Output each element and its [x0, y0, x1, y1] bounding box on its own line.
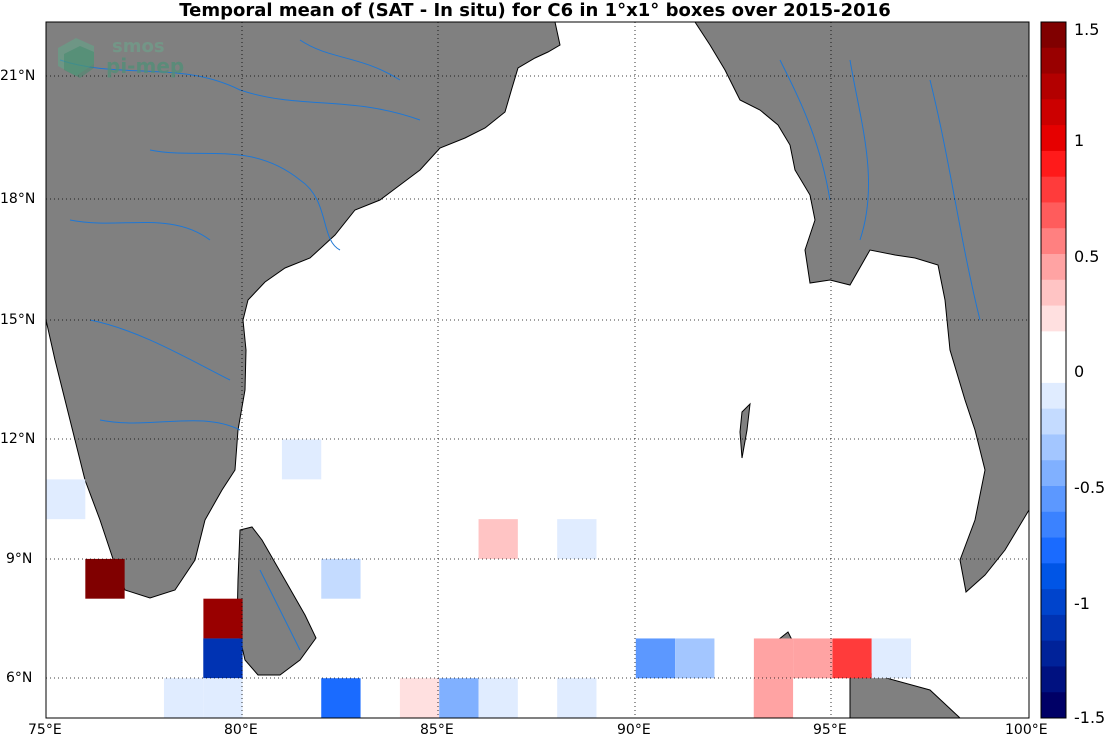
- colorbar-segment: [1041, 666, 1066, 693]
- colorbar-segment: [1041, 563, 1066, 590]
- grid-cell: [753, 678, 794, 718]
- land-india: [45, 21, 561, 599]
- map-frame: [45, 21, 1030, 719]
- colorbar-frame: [1040, 21, 1067, 719]
- smos-pimep-logo: smos pi-mep: [54, 34, 204, 86]
- grid-cell: [439, 519, 479, 559]
- grid-cell: [281, 399, 322, 440]
- colorbar-segment: [1041, 202, 1066, 229]
- grid-cell: [399, 678, 440, 718]
- land-myanmar: [694, 21, 1030, 593]
- grid-cell: [281, 678, 322, 718]
- grid-cell: [478, 678, 518, 718]
- grid-cell: [557, 638, 597, 679]
- colorbar-tick-0: 0: [1074, 362, 1085, 381]
- grid-cell: [399, 439, 440, 480]
- colorbar-segment: [1041, 434, 1066, 461]
- colorbar-segment: [1041, 73, 1066, 100]
- grid-cell: [321, 399, 361, 440]
- logo-text-pimep: pi-mep: [106, 54, 185, 78]
- grid-cell: [832, 638, 872, 679]
- grid-cell: [557, 558, 597, 599]
- land-andaman: [739, 402, 751, 459]
- grid-cell: [85, 558, 125, 599]
- colorbar-segment: [1041, 382, 1066, 410]
- colorbar-segment: [1041, 486, 1066, 513]
- colorbar: [1041, 22, 1066, 719]
- colorbar-tick-neg0.5: -0.5: [1074, 478, 1106, 497]
- lon-tick-85: 85°E: [420, 722, 454, 738]
- grid-cell: [753, 638, 794, 679]
- colorbar-segment: [1041, 614, 1066, 642]
- grid-cell: [557, 519, 597, 559]
- lon-tick-80: 80°E: [224, 722, 258, 738]
- grid-cell: [478, 558, 518, 599]
- colorbar-segment: [1041, 357, 1066, 384]
- grid-cell: [163, 678, 204, 718]
- logo-text-smos: smos: [112, 36, 165, 57]
- grid-cell: [321, 558, 361, 599]
- lat-tick-6: 6°N: [6, 670, 33, 686]
- colorbar-tick-1.5: 1.5: [1074, 20, 1100, 39]
- grid-cell: [321, 678, 361, 718]
- map-title: Temporal mean of (SAT - In situ) for C6 …: [179, 0, 891, 21]
- lon-tick-75: 75°E: [28, 722, 62, 738]
- grid-cell: [871, 638, 912, 679]
- grid-cell: [439, 678, 479, 718]
- colorbar-segment: [1041, 254, 1066, 281]
- lat-tick-21: 21°N: [0, 68, 36, 84]
- land-sri-lanka: [236, 526, 317, 676]
- grid-cell: [793, 638, 833, 679]
- rivers: [59, 39, 981, 651]
- lat-tick-12: 12°N: [0, 431, 36, 447]
- grid-cell: [675, 638, 715, 679]
- graticule: [46, 22, 1029, 718]
- colorbar-segment: [1041, 589, 1066, 616]
- colorbar-segment: [1041, 640, 1066, 667]
- colorbar-segment: [1041, 176, 1066, 203]
- colorbar-segment: [1041, 460, 1066, 487]
- grid-cell: [557, 678, 597, 718]
- colorbar-tick-neg1.5: -1.5: [1074, 708, 1106, 727]
- logo-mark-icon: [58, 38, 94, 78]
- colorbar-segment: [1041, 22, 1066, 49]
- grid-cell: [203, 678, 243, 718]
- lat-tick-18: 18°N: [0, 191, 36, 207]
- colorbar-segment: [1041, 305, 1066, 332]
- colorbar-segment: [1041, 692, 1066, 719]
- cell-layer: [46, 399, 912, 718]
- grid-cell: [714, 638, 754, 679]
- colorbar-tick-1: 1: [1074, 131, 1085, 150]
- colorbar-segment: [1041, 279, 1066, 307]
- colorbar-segment: [1041, 408, 1066, 435]
- grid-cell: [281, 439, 322, 480]
- lat-tick-9: 9°N: [6, 551, 33, 567]
- lat-tick-15: 15°N: [0, 312, 36, 328]
- grid-cell: [635, 638, 676, 679]
- colorbar-segment: [1041, 99, 1066, 126]
- grid-cell: [203, 638, 243, 679]
- lon-tick-90: 90°E: [617, 722, 651, 738]
- colorbar-segment: [1041, 228, 1066, 255]
- grid-cell: [46, 479, 86, 520]
- colorbar-segment: [1041, 125, 1066, 152]
- lon-tick-100: 100°E: [1005, 722, 1048, 738]
- grid-cell: [321, 439, 361, 480]
- grid-cell: [478, 519, 518, 559]
- grid-cell: [596, 638, 636, 679]
- grid-cell: [635, 558, 676, 599]
- colorbar-segment: [1041, 150, 1066, 178]
- colorbar-segment: [1041, 537, 1066, 564]
- colorbar-segment: [1041, 47, 1066, 75]
- colorbar-tick-0.5: 0.5: [1074, 247, 1100, 266]
- grid-cell: [714, 598, 754, 639]
- colorbar-segment: [1041, 511, 1066, 539]
- colorbar-tick-neg1: -1: [1074, 594, 1090, 613]
- colorbar-segment: [1041, 331, 1066, 358]
- grid-cell: [203, 598, 243, 639]
- grid-cell: [163, 598, 204, 639]
- lon-tick-95: 95°E: [813, 722, 847, 738]
